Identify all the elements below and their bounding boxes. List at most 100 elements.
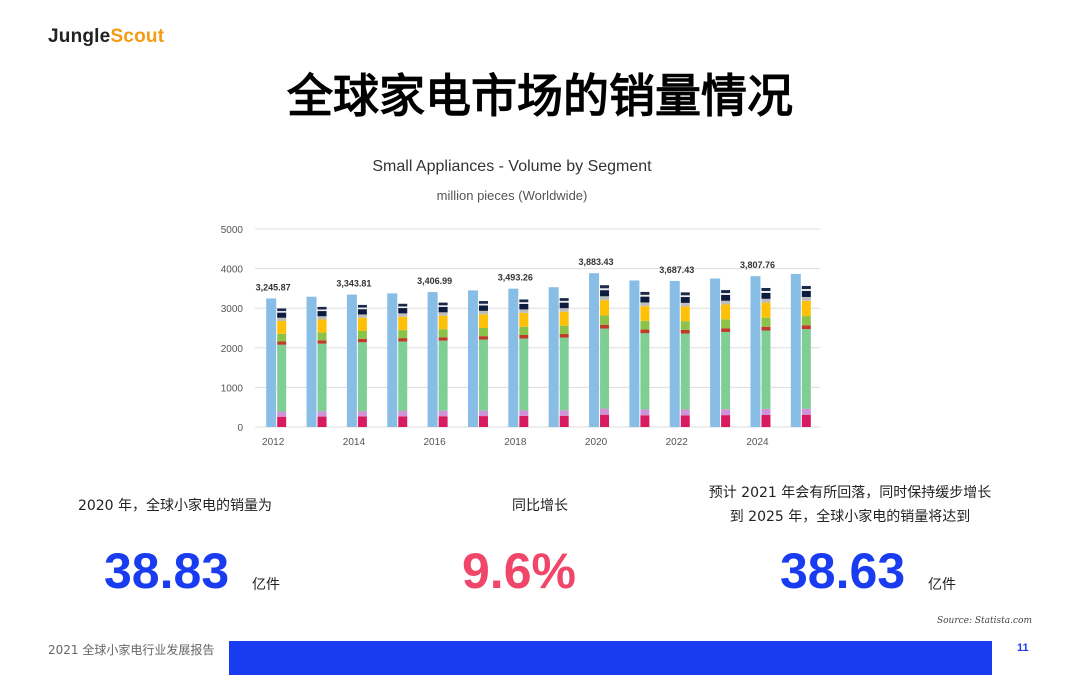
segment-bar xyxy=(801,285,811,290)
segment-bar xyxy=(721,293,731,295)
segment-bar xyxy=(640,329,650,334)
stat-2025-caption: 预计 2021 年会有所回落，同时保持缓步增长 到 2025 年，全球小家电的销… xyxy=(690,481,1010,529)
segment-bar xyxy=(478,301,488,304)
x-tick-label: 2020 xyxy=(585,437,608,448)
segment-bar xyxy=(559,337,569,411)
segment-bar xyxy=(761,408,771,415)
segment-bar xyxy=(640,291,650,295)
total-bar xyxy=(669,280,680,427)
logo-word-scout: Scout xyxy=(110,26,165,47)
segment-bar xyxy=(801,329,811,409)
segment-bar xyxy=(317,411,327,417)
segment-bar xyxy=(761,317,771,327)
segment-bar xyxy=(317,340,327,344)
segment-bar xyxy=(277,320,287,334)
total-bar xyxy=(629,280,640,427)
total-bar xyxy=(710,278,721,427)
segment-bar xyxy=(680,415,690,427)
segment-bar xyxy=(478,327,488,337)
page-number: 11 xyxy=(1017,642,1029,654)
segment-bar xyxy=(438,306,448,313)
segment-bar xyxy=(277,311,287,313)
footer-report-title: 2021 全球小家电行业发展报告 xyxy=(48,643,215,657)
segment-bar xyxy=(721,319,731,329)
segment-bar xyxy=(640,409,650,416)
segment-bar xyxy=(721,294,731,301)
segment-bar xyxy=(317,343,327,412)
segment-bar xyxy=(721,290,731,294)
segment-bar xyxy=(398,341,408,411)
segment-bar xyxy=(398,330,408,339)
segment-bar xyxy=(801,300,811,317)
segment-bar xyxy=(640,306,650,321)
segment-bar xyxy=(640,320,650,330)
segment-bar xyxy=(721,300,731,305)
segment-bar xyxy=(761,287,771,291)
segment-bar xyxy=(438,315,448,330)
segment-bar xyxy=(600,324,610,329)
segment-bar xyxy=(438,410,448,417)
value-label: 3,687.43 xyxy=(659,265,694,275)
source-note: Source: Statista.com xyxy=(936,616,1032,626)
segment-bar xyxy=(559,302,569,309)
segment-bar xyxy=(519,312,529,327)
segment-bar xyxy=(801,289,811,291)
segment-bar xyxy=(438,305,448,307)
segment-bar xyxy=(398,338,408,342)
segment-bar xyxy=(680,302,690,307)
segment-bar xyxy=(801,408,811,415)
value-label: 3,343.81 xyxy=(336,279,371,289)
footer-bar xyxy=(229,641,992,675)
segment-bar xyxy=(680,333,690,410)
total-bar xyxy=(467,290,478,427)
segment-bar xyxy=(559,308,569,312)
segment-bar xyxy=(277,344,287,412)
segment-bar xyxy=(721,331,731,410)
segment-bar xyxy=(398,303,408,307)
segment-bar xyxy=(761,290,771,293)
segment-bar xyxy=(801,414,811,427)
segment-bar xyxy=(438,416,448,427)
segment-bar xyxy=(680,295,690,298)
x-tick-label: 2016 xyxy=(423,437,446,448)
segment-bar xyxy=(600,290,610,297)
segment-bar xyxy=(317,332,327,341)
y-tick-label: 5000 xyxy=(221,225,244,236)
segment-bar xyxy=(600,300,610,316)
x-tick-label: 2012 xyxy=(262,437,285,448)
segment-bar xyxy=(438,340,448,411)
segment-bar xyxy=(398,306,408,309)
segment-bar xyxy=(640,302,650,307)
segment-bar xyxy=(761,302,771,318)
x-tick-label: 2014 xyxy=(343,437,366,448)
segment-bar xyxy=(761,298,771,303)
segment-bar xyxy=(398,316,408,331)
y-tick-label: 3000 xyxy=(221,304,244,315)
value-label: 3,406.99 xyxy=(417,276,452,286)
segment-bar xyxy=(600,414,610,427)
segment-bar xyxy=(277,341,287,345)
segment-bar xyxy=(398,308,408,314)
value-label: 3,883.43 xyxy=(579,257,614,267)
segment-bar xyxy=(721,415,731,427)
segment-bar xyxy=(478,303,488,306)
segment-bar xyxy=(357,342,367,412)
segment-bar xyxy=(680,321,690,330)
segment-bar xyxy=(761,292,771,299)
segment-bar xyxy=(438,302,448,306)
segment-bar xyxy=(761,414,771,427)
stat-2020-value: 38.83 xyxy=(104,543,230,599)
segment-bar xyxy=(680,329,690,334)
segment-bar xyxy=(680,297,690,303)
segment-bar xyxy=(680,306,690,322)
segment-bar xyxy=(398,410,408,417)
segment-bar xyxy=(559,415,569,427)
stat-2020-unit: 亿件 xyxy=(252,577,280,593)
segment-bar xyxy=(277,416,287,427)
segment-bar xyxy=(519,309,529,313)
stat-2020-caption: 2020 年，全球小家电的销量为 xyxy=(77,498,273,514)
volume-bar-chart: 0 1000 2000 3000 4000 5000 3,245.87 3,343.81 3,4… xyxy=(221,225,820,448)
segment-bar xyxy=(478,339,488,411)
segment-bar xyxy=(398,416,408,427)
segment-bar xyxy=(600,285,610,289)
